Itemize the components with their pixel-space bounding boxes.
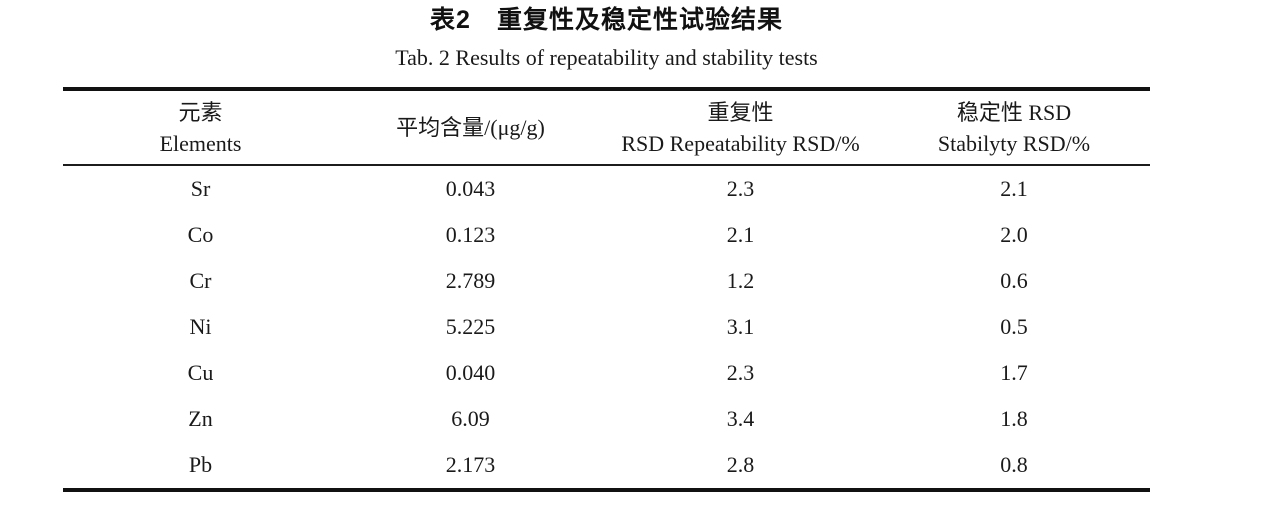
cell-stability-rsd: 1.7 [1000, 360, 1028, 385]
table-caption-zh: 表2 重复性及稳定性试验结果 [430, 6, 783, 34]
cell-element: Co [187, 222, 214, 247]
cell-mean-content: 0.043 [445, 176, 496, 201]
column-header-repeatability-zh: 重复性 [707, 99, 774, 125]
cell-repeatability-rsd: 2.3 [726, 360, 755, 385]
column-header-mean-content: 平均含量/(μg/g) [338, 89, 603, 165]
table-row: Zn 6.09 3.4 1.8 [63, 396, 1150, 442]
cell-stability-rsd: 2.0 [1000, 222, 1028, 247]
cell-element: Cu [187, 360, 214, 385]
column-header-mean-content-label: 平均含量/(μg/g) [396, 115, 545, 140]
cell-mean-content: 5.225 [445, 314, 496, 339]
cell-element: Ni [189, 314, 212, 339]
cell-repeatability-rsd: 3.4 [726, 406, 755, 431]
cell-mean-content: 6.09 [451, 406, 490, 431]
cell-element: Zn [188, 406, 213, 431]
results-table: 元素 Elements 平均含量/(μg/g) 重复性 RSD Repeatab… [63, 87, 1150, 492]
cell-repeatability-rsd: 2.1 [726, 222, 755, 247]
cell-element: Pb [188, 452, 213, 477]
header-row: 元素 Elements 平均含量/(μg/g) 重复性 RSD Repeatab… [63, 89, 1150, 165]
table-caption-en: Tab. 2 Results of repeatability and stab… [395, 45, 818, 70]
table-row: Co 0.123 2.1 2.0 [63, 212, 1150, 258]
column-header-elements-en: Elements [159, 130, 242, 156]
cell-repeatability-rsd: 2.3 [726, 176, 755, 201]
cell-mean-content: 2.173 [445, 452, 496, 477]
column-header-repeatability: 重复性 RSD Repeatability RSD/% [603, 89, 878, 165]
cell-element: Sr [190, 176, 211, 201]
cell-stability-rsd: 0.5 [1000, 314, 1028, 339]
column-header-repeatability-en: RSD Repeatability RSD/% [621, 130, 860, 156]
table-row: Cr 2.789 1.2 0.6 [63, 258, 1150, 304]
table-row: Sr 0.043 2.3 2.1 [63, 165, 1150, 212]
cell-mean-content: 2.789 [445, 268, 496, 293]
cell-mean-content: 0.040 [445, 360, 496, 385]
cell-stability-rsd: 0.8 [1000, 452, 1028, 477]
cell-stability-rsd: 2.1 [1000, 176, 1028, 201]
page: 表2 重复性及稳定性试验结果 Tab. 2 Results of repeata… [63, 6, 1150, 492]
cell-repeatability-rsd: 1.2 [726, 268, 755, 293]
table-row: Ni 5.225 3.1 0.5 [63, 304, 1150, 350]
cell-repeatability-rsd: 2.8 [726, 452, 755, 477]
column-header-stability-zh: 稳定性 RSD [956, 99, 1072, 125]
column-header-stability-en: Stabilyty RSD/% [937, 130, 1091, 156]
cell-stability-rsd: 0.6 [1000, 268, 1028, 293]
cell-stability-rsd: 1.8 [1000, 406, 1028, 431]
table-row: Cu 0.040 2.3 1.7 [63, 350, 1150, 396]
column-header-elements-zh: 元素 [178, 99, 223, 125]
cell-element: Cr [189, 268, 212, 293]
column-header-stability: 稳定性 RSD Stabilyty RSD/% [878, 89, 1150, 165]
cell-mean-content: 0.123 [445, 222, 496, 247]
cell-repeatability-rsd: 3.1 [726, 314, 755, 339]
column-header-elements: 元素 Elements [63, 89, 338, 165]
table-row: Pb 2.173 2.8 0.8 [63, 442, 1150, 490]
